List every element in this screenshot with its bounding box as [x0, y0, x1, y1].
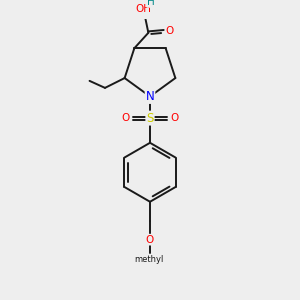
Text: O: O — [170, 113, 178, 123]
Text: methyl: methyl — [134, 255, 163, 264]
Text: O: O — [122, 113, 130, 123]
Text: S: S — [146, 112, 154, 124]
Text: H: H — [147, 0, 155, 7]
Text: N: N — [146, 90, 154, 103]
Text: O: O — [146, 235, 154, 244]
Text: O: O — [166, 26, 174, 36]
Text: OH: OH — [136, 4, 152, 14]
